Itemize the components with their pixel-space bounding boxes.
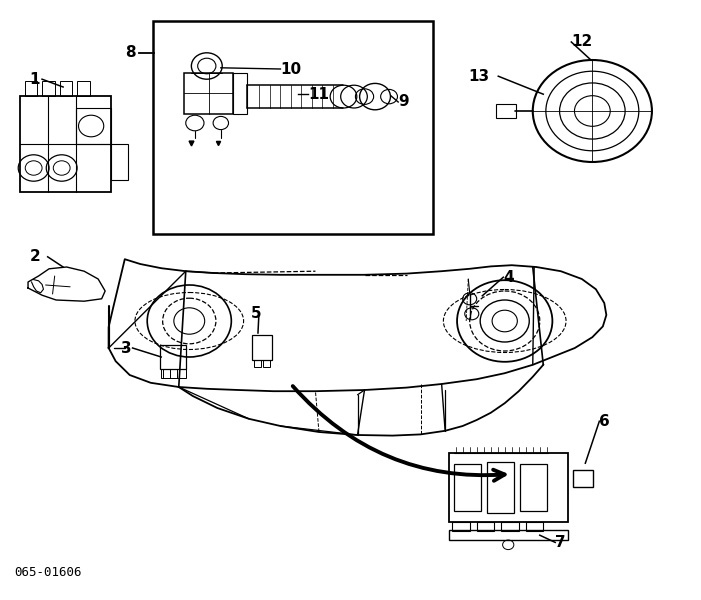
- Text: 9: 9: [398, 94, 409, 109]
- Text: 1: 1: [29, 72, 40, 87]
- Bar: [160, 345, 186, 369]
- Bar: [449, 453, 568, 522]
- Bar: [77, 81, 90, 96]
- Text: 065-01606: 065-01606: [14, 566, 81, 580]
- Bar: [526, 522, 543, 531]
- Bar: [76, 108, 111, 144]
- Bar: [477, 522, 494, 531]
- Text: 3: 3: [121, 341, 131, 355]
- Bar: [449, 530, 568, 540]
- Text: 8: 8: [125, 45, 135, 60]
- Text: 12: 12: [571, 34, 592, 49]
- Bar: [111, 144, 128, 180]
- Text: 7: 7: [555, 535, 566, 550]
- Bar: [263, 360, 270, 367]
- Bar: [60, 81, 72, 96]
- Bar: [454, 464, 481, 511]
- Text: 10: 10: [280, 61, 301, 76]
- Bar: [487, 462, 514, 513]
- Text: 5: 5: [251, 305, 261, 320]
- Text: 2: 2: [29, 250, 40, 264]
- Bar: [25, 81, 37, 96]
- Bar: [520, 464, 547, 511]
- Bar: [161, 369, 186, 378]
- Bar: [452, 522, 470, 531]
- Bar: [233, 73, 247, 114]
- Bar: [42, 81, 55, 96]
- Bar: [184, 73, 233, 114]
- Bar: [496, 104, 516, 118]
- Text: 11: 11: [308, 87, 329, 101]
- Bar: [20, 96, 111, 192]
- Bar: [252, 335, 272, 360]
- Bar: [254, 360, 261, 367]
- Bar: [153, 21, 433, 234]
- Text: 6: 6: [599, 414, 610, 428]
- Text: 13: 13: [468, 69, 489, 84]
- Bar: [573, 470, 593, 487]
- Text: 4: 4: [503, 269, 514, 284]
- Bar: [501, 522, 519, 531]
